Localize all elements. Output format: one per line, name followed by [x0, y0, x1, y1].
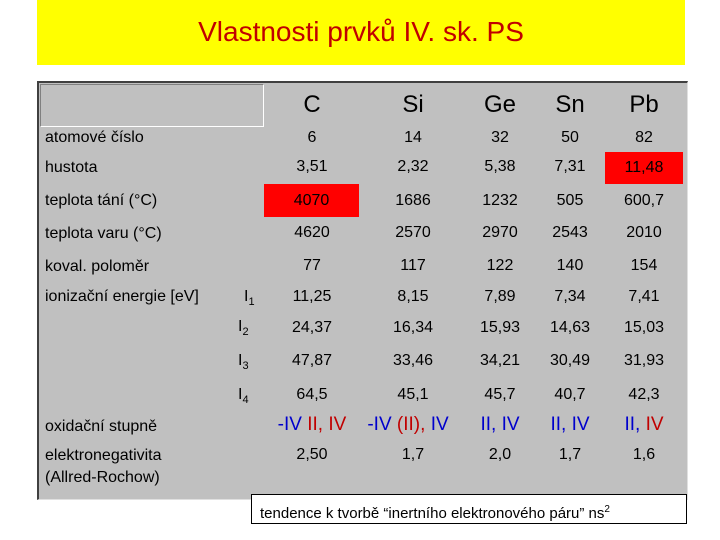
cell-atomic-number-sn: 50	[561, 129, 579, 146]
cell-ionization-2-c: 24,37	[291, 319, 333, 336]
cell-oxidation-sn: II, IV	[550, 414, 590, 435]
cell-boiling-point-pb: 2010	[626, 224, 662, 241]
cell-covalent-radius-ge: 122	[486, 257, 514, 274]
row-label-atomic-number: atomové číslo	[45, 129, 144, 146]
cell-covalent-radius-pb: 154	[630, 257, 658, 274]
cell-covalent-radius-c: 77	[303, 257, 321, 274]
cell-density-c: 3,51	[296, 158, 328, 175]
column-header-pb: Pb	[629, 91, 659, 118]
cell-boiling-point-c: 4620	[294, 224, 330, 241]
cell-density-pb: 11,48	[605, 152, 683, 184]
cell-ionization-4-ge: 45,7	[484, 386, 516, 403]
ionization-label-1: I1	[244, 288, 255, 309]
ionization-label-2: I2	[238, 318, 249, 339]
cell-ionization-1-ge: 7,89	[484, 288, 516, 305]
row-label-electronegativity: elektronegativita (Allred-Rochow)	[45, 445, 162, 489]
column-header-c: C	[303, 91, 321, 118]
electronegativity-label-line1: elektronegativita	[45, 447, 162, 464]
column-header-sn: Sn	[555, 91, 585, 118]
cell-electronegativity-pb: 1,6	[632, 446, 656, 463]
cell-melting-point-ge: 1232	[482, 192, 518, 209]
cell-atomic-number-si: 14	[404, 129, 422, 146]
cell-melting-point-pb: 600,7	[623, 192, 665, 209]
cell-electronegativity-si: 1,7	[401, 446, 425, 463]
ionization-label-4: I4	[238, 386, 249, 407]
row-label-melting-point: teplota tání (°C)	[45, 192, 158, 209]
column-header-si: Si	[402, 91, 424, 118]
properties-table	[37, 81, 688, 500]
cell-ionization-2-si: 16,34	[392, 319, 434, 336]
row-label-covalent-radius: koval. poloměr	[45, 258, 150, 275]
cell-ionization-1-si: 8,15	[397, 288, 429, 305]
cell-ionization-4-pb: 42,3	[628, 386, 660, 403]
cell-ionization-1-pb: 7,41	[628, 288, 660, 305]
cell-boiling-point-ge: 2970	[482, 224, 518, 241]
cell-boiling-point-sn: 2543	[552, 224, 588, 241]
cell-atomic-number-ge: 32	[491, 129, 509, 146]
cell-ionization-2-ge: 15,93	[479, 319, 521, 336]
cell-electronegativity-sn: 1,7	[558, 446, 582, 463]
corner-cell	[40, 84, 264, 127]
title-bar: Vlastnosti prvků IV. sk. PS	[37, 0, 685, 65]
cell-oxidation-ge: II, IV	[480, 414, 520, 435]
cell-density-ge: 5,38	[484, 158, 516, 175]
row-label-oxidation-states: oxidační stupně	[45, 418, 158, 435]
cell-oxidation-c: -IV II, IV	[277, 414, 347, 435]
cell-ionization-3-sn: 30,49	[549, 352, 591, 369]
cell-ionization-3-c: 47,87	[291, 352, 333, 369]
cell-melting-point-c: 4070	[264, 184, 359, 217]
cell-boiling-point-si: 2570	[395, 224, 431, 241]
cell-ionization-2-pb: 15,03	[623, 319, 665, 336]
cell-melting-point-si: 1686	[395, 192, 431, 209]
page-title: Vlastnosti prvků IV. sk. PS	[198, 16, 524, 47]
cell-ionization-4-c: 64,5	[296, 386, 328, 403]
cell-ionization-4-si: 45,1	[397, 386, 429, 403]
cell-ionization-4-sn: 40,7	[554, 386, 586, 403]
cell-covalent-radius-sn: 140	[556, 257, 584, 274]
row-label-density: hustota	[45, 159, 98, 176]
row-label-boiling-point: teplota varu (°C)	[45, 225, 162, 242]
cell-ionization-1-c: 11,25	[292, 288, 332, 305]
cell-atomic-number-pb: 82	[635, 129, 653, 146]
inert-pair-note: tendence k tvorbě “inertního elektronové…	[251, 494, 687, 524]
column-header-ge: Ge	[483, 91, 516, 118]
cell-density-si: 2,32	[397, 158, 429, 175]
electronegativity-label-line2: (Allred-Rochow)	[45, 469, 160, 486]
row-label-ionization-energy: ionizační energie [eV]	[45, 288, 199, 305]
cell-melting-point-sn: 505	[556, 192, 584, 209]
cell-oxidation-si: -IV (II), IV	[367, 414, 449, 435]
cell-ionization-3-si: 33,46	[392, 352, 434, 369]
cell-electronegativity-ge: 2,0	[488, 446, 512, 463]
cell-atomic-number-c: 6	[307, 129, 317, 146]
ionization-label-3: I3	[238, 352, 249, 373]
cell-electronegativity-c: 2,50	[296, 446, 328, 463]
cell-oxidation-pb: II, IV	[624, 414, 664, 435]
cell-density-sn: 7,31	[554, 158, 586, 175]
cell-ionization-2-sn: 14,63	[549, 319, 591, 336]
cell-ionization-3-pb: 31,93	[623, 352, 665, 369]
cell-ionization-3-ge: 34,21	[479, 352, 521, 369]
cell-covalent-radius-si: 117	[400, 257, 426, 274]
cell-ionization-1-sn: 7,34	[554, 288, 586, 305]
